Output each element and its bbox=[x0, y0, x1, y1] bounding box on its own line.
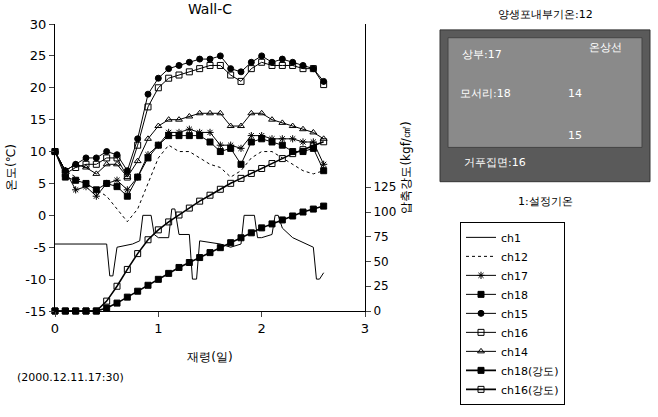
svg-text:125: 125 bbox=[373, 180, 396, 194]
svg-text:Wall-C: Wall-C bbox=[188, 1, 232, 17]
svg-text:30: 30 bbox=[30, 17, 47, 32]
svg-text:ch18: ch18 bbox=[501, 289, 528, 302]
svg-text:재령(일): 재령(일) bbox=[187, 350, 232, 364]
svg-text:14: 14 bbox=[568, 87, 582, 100]
svg-text:1: 1 bbox=[154, 321, 162, 336]
svg-text:-5: -5 bbox=[33, 240, 46, 255]
svg-text:(2000.12.11.17:30): (2000.12.11.17:30) bbox=[17, 371, 124, 384]
svg-text:ch15: ch15 bbox=[501, 308, 528, 321]
svg-text:10: 10 bbox=[30, 144, 47, 159]
svg-text:ch18(강도): ch18(강도) bbox=[501, 365, 559, 378]
svg-text:압축강도(kgf/㎠): 압축강도(kgf/㎠) bbox=[399, 121, 413, 213]
svg-text:ch14: ch14 bbox=[501, 346, 528, 359]
svg-text:0: 0 bbox=[38, 208, 46, 223]
svg-text:25: 25 bbox=[373, 279, 388, 293]
svg-text:25: 25 bbox=[30, 48, 47, 63]
svg-text:0: 0 bbox=[373, 304, 381, 318]
svg-text:100: 100 bbox=[373, 205, 396, 219]
svg-text:온상선: 온상선 bbox=[589, 41, 622, 54]
svg-text:1:설정기온: 1:설정기온 bbox=[518, 195, 573, 208]
svg-text:20: 20 bbox=[30, 80, 47, 95]
svg-text:온도(℃): 온도(℃) bbox=[4, 144, 18, 191]
svg-text:50: 50 bbox=[373, 255, 388, 269]
svg-text:15: 15 bbox=[30, 112, 47, 127]
svg-text:15: 15 bbox=[568, 129, 582, 142]
svg-text:-15: -15 bbox=[25, 304, 46, 319]
svg-text:0: 0 bbox=[51, 321, 59, 336]
svg-text:75: 75 bbox=[373, 230, 388, 244]
svg-text:ch17: ch17 bbox=[501, 270, 528, 283]
svg-text:-10: -10 bbox=[25, 272, 46, 287]
svg-text:양생포내부기온:12: 양생포내부기온:12 bbox=[498, 8, 593, 21]
svg-text:ch16(강도): ch16(강도) bbox=[501, 384, 559, 397]
svg-text:ch1: ch1 bbox=[501, 232, 521, 245]
svg-text:2: 2 bbox=[258, 321, 266, 336]
svg-text:3: 3 bbox=[361, 321, 369, 336]
svg-text:모서리:18: 모서리:18 bbox=[460, 87, 511, 100]
svg-text:거푸집면:16: 거푸집면:16 bbox=[464, 156, 526, 169]
svg-text:5: 5 bbox=[38, 176, 46, 191]
svg-text:ch12: ch12 bbox=[501, 251, 528, 264]
svg-text:상부:17: 상부:17 bbox=[462, 48, 502, 61]
svg-text:ch16: ch16 bbox=[501, 327, 528, 340]
